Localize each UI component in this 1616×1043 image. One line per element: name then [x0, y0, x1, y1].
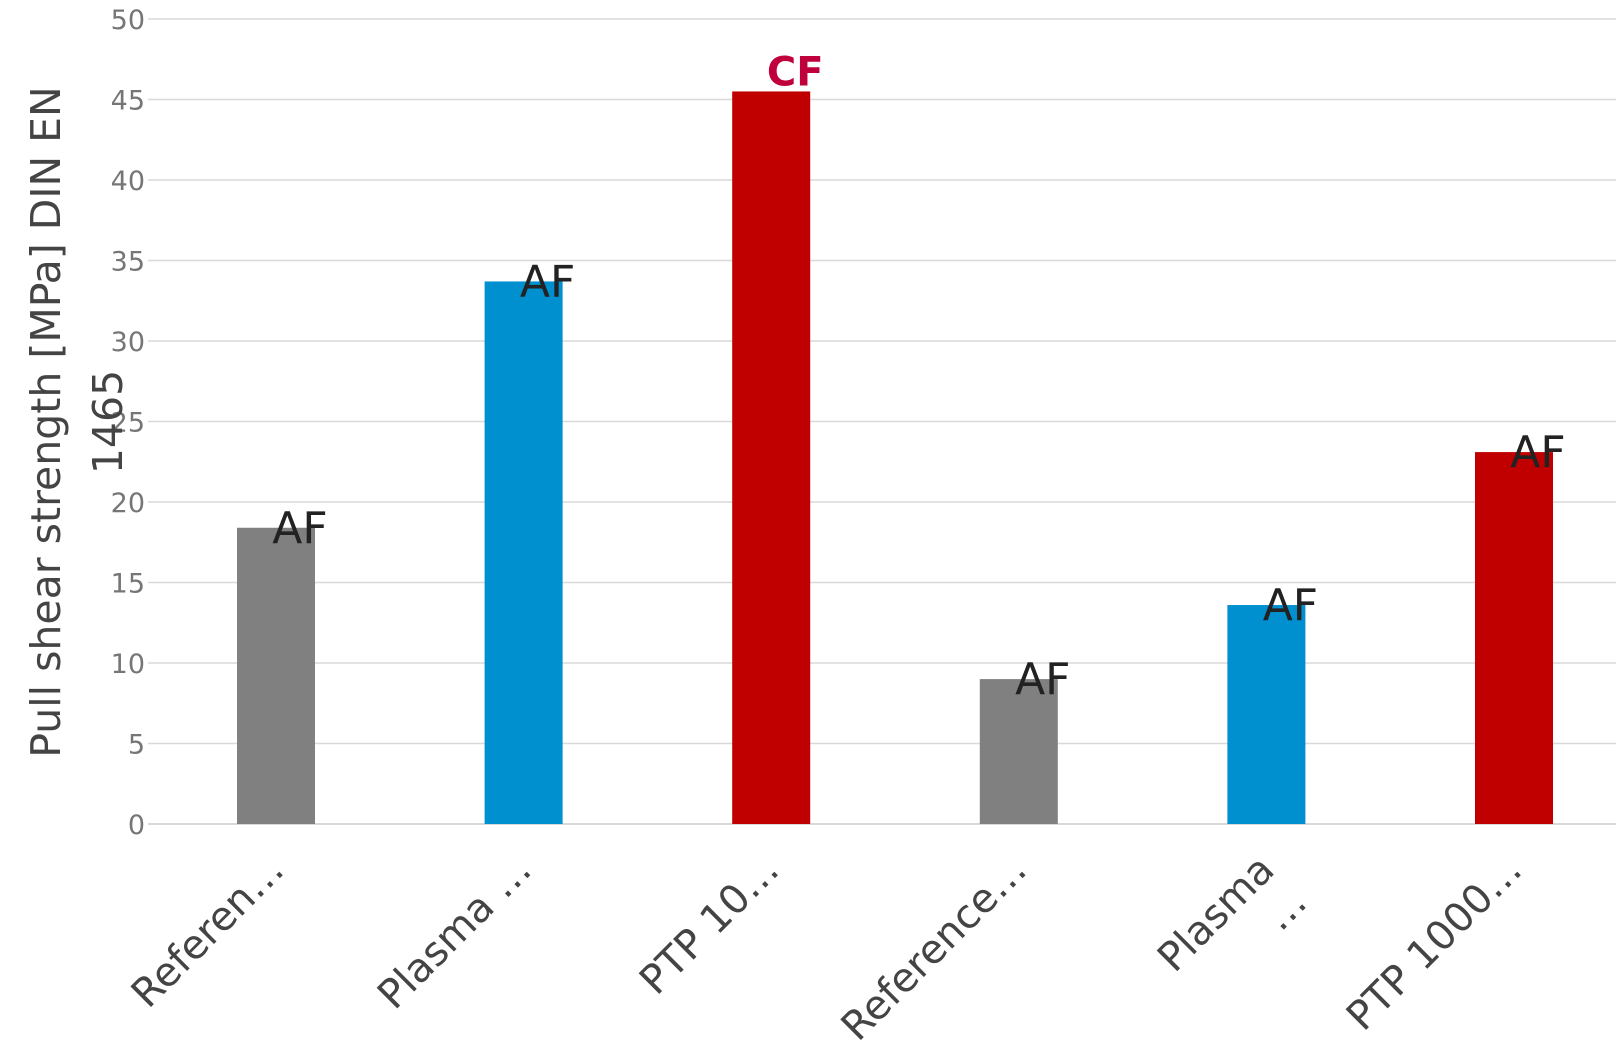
y-tick-label: 50 — [111, 5, 145, 36]
y-tick-label: 20 — [111, 488, 145, 519]
y-tick-label: 15 — [111, 569, 145, 600]
data-label: AF — [272, 503, 327, 554]
data-label: AF — [1015, 654, 1070, 705]
y-axis-ticks: 0 5 10 15 20 25 30 35 40 45 50 — [111, 5, 145, 841]
bar — [1475, 452, 1553, 824]
x-tick-label-line: PTP 10… — [631, 847, 788, 1004]
bar — [484, 281, 563, 824]
data-label: AF — [1263, 580, 1318, 631]
bar — [979, 679, 1058, 824]
x-axis-ticks: Referen… Plasma … PTP 10… Reference… Plasma…… — [123, 847, 1531, 1043]
x-tick-label: Referen… — [123, 847, 293, 1017]
data-labels: AF AF CF AF AF AF — [272, 49, 1565, 705]
y-tick-label: 40 — [111, 166, 145, 197]
bar — [732, 91, 811, 824]
x-tick-label: PTP 10… — [631, 847, 788, 1004]
data-label: AF — [1510, 427, 1565, 478]
y-tick-label: 45 — [111, 86, 145, 117]
x-tick-label-line: Plasma … — [369, 847, 541, 1019]
y-tick-label: 30 — [111, 327, 145, 358]
bar — [237, 527, 315, 824]
y-axis-title-text: Pull shear strength [MPa] DIN EN 1465 — [22, 86, 132, 757]
x-tick-label: PTP 1000… — [1338, 847, 1531, 1040]
y-tick-label: 25 — [111, 408, 145, 439]
x-tick-label-line: Reference… — [833, 847, 1036, 1043]
y-axis-title-line: Pull shear strength [MPa] DIN EN — [22, 86, 70, 757]
y-tick-label: 10 — [111, 649, 145, 680]
y-tick-label: 5 — [128, 730, 145, 761]
gridlines — [148, 18, 1616, 825]
data-label: AF — [520, 256, 575, 307]
y-tick-label: 35 — [111, 247, 145, 278]
bar — [1227, 605, 1306, 824]
data-label: CF — [767, 49, 824, 95]
x-tick-label: Reference… — [833, 847, 1036, 1043]
x-tick-label-line: PTP 1000… — [1338, 847, 1531, 1040]
bars — [237, 91, 1553, 824]
y-tick-label: 0 — [128, 810, 145, 841]
y-axis-title-line: 1465 — [84, 370, 132, 474]
y-axis-title: Pull shear strength [MPa] DIN EN 1465 — [22, 86, 132, 757]
x-tick-label: Plasma… — [1149, 847, 1316, 1014]
x-tick-label: Plasma … — [369, 847, 541, 1019]
x-tick-label-line: Referen… — [123, 847, 293, 1017]
